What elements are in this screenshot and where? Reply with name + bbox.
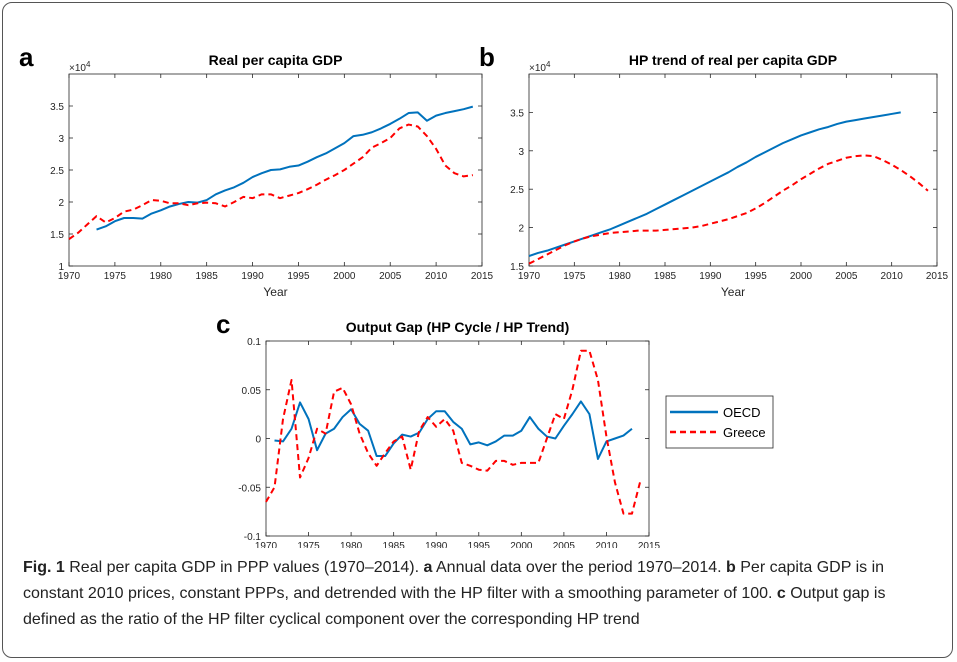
caption-text: Real per capita GDP in PPP values (1970–… [69, 559, 420, 576]
x-tick-label: 1975 [297, 541, 320, 548]
legend-label: OECD [723, 405, 761, 420]
y-tick-label: -0.05 [238, 483, 261, 494]
x-tick-label: 1990 [241, 271, 264, 282]
y-scale-base: ×10 [529, 63, 546, 74]
legend-box [665, 395, 774, 449]
legend-label: Greece [723, 425, 766, 440]
y-scale-label: ×104 [529, 60, 551, 74]
plot-area [265, 340, 650, 537]
x-tick-label: 1985 [654, 271, 677, 282]
x-tick-label: 2000 [510, 541, 533, 548]
series-line [528, 111, 901, 257]
x-tick-label: 1980 [609, 271, 632, 282]
series-line [528, 154, 929, 265]
x-tick-label: 1985 [196, 271, 219, 282]
x-tick-label: 1985 [383, 541, 406, 548]
x-tick-label: 2005 [553, 541, 576, 548]
caption: Fig. 1 Real per capita GDP in PPP values… [23, 555, 938, 633]
y-tick-label: 2.5 [510, 185, 524, 196]
y-scale-exponent: 4 [86, 60, 91, 69]
x-tick-label: 2015 [926, 271, 949, 282]
panel-label: c [216, 309, 230, 339]
caption-text: Per capita GDP is in constant 2010 price… [23, 559, 885, 602]
y-scale-exponent: 4 [546, 60, 551, 69]
x-tick-label: 1990 [699, 271, 722, 282]
x-tick-label: 2010 [595, 541, 618, 548]
x-axis-label: Year [721, 285, 745, 299]
x-tick-label: 2015 [638, 541, 661, 548]
x-tick-label: 1970 [58, 271, 81, 282]
chart-title: Real per capita GDP [209, 52, 343, 68]
y-tick-label: 2.5 [50, 166, 64, 177]
x-tick-label: 1975 [563, 271, 586, 282]
caption-text: Output gap is defined as the ratio of th… [23, 585, 886, 628]
series-line [274, 400, 633, 460]
x-tick-label: 1995 [468, 541, 491, 548]
x-tick-label: 2000 [790, 271, 813, 282]
x-tick-label: 1975 [104, 271, 127, 282]
y-tick-label: 0 [255, 435, 261, 446]
caption-label: Fig. 1 [23, 559, 65, 576]
x-tick-label: 1995 [287, 271, 310, 282]
x-tick-label: 2005 [835, 271, 858, 282]
series-line [68, 123, 473, 240]
y-tick-label: 1.5 [50, 230, 64, 241]
x-tick-label: 2005 [379, 271, 402, 282]
caption-letter: a [423, 559, 433, 576]
series-line [96, 105, 474, 231]
y-tick-label: 1 [58, 262, 64, 273]
x-axis-label: Year [263, 285, 287, 299]
y-tick-label: 2 [518, 224, 524, 235]
y-tick-label: 3 [518, 147, 524, 158]
x-tick-label: 2000 [333, 271, 356, 282]
y-tick-label: 1.5 [510, 262, 524, 273]
chart-title: Output Gap (HP Cycle / HP Trend) [346, 319, 570, 335]
y-tick-label: 2 [58, 198, 64, 209]
x-tick-label: 1995 [745, 271, 768, 282]
x-tick-label: 1970 [255, 541, 278, 548]
x-tick-label: 1980 [150, 271, 173, 282]
caption-letter: b [726, 559, 736, 576]
chart-title: HP trend of real per capita GDP [629, 52, 837, 68]
caption-text: Annual data over the period 1970–2014. [436, 559, 722, 576]
x-tick-label: 1970 [518, 271, 541, 282]
panel-label: b [479, 42, 495, 72]
y-tick-label: 0.1 [247, 337, 261, 348]
x-tick-label: 1990 [425, 541, 448, 548]
y-tick-label: 3 [58, 134, 64, 145]
y-scale-base: ×10 [69, 63, 86, 74]
x-tick-label: 2010 [425, 271, 448, 282]
series-line [265, 349, 642, 515]
x-tick-label: 1980 [340, 541, 363, 548]
caption-letter: c [776, 585, 786, 602]
y-tick-label: 0.05 [242, 386, 262, 397]
y-tick-label: -0.1 [244, 532, 262, 543]
y-tick-label: 3.5 [50, 102, 64, 113]
x-tick-label: 2015 [471, 271, 494, 282]
x-tick-label: 2010 [881, 271, 904, 282]
y-scale-label: ×104 [69, 60, 91, 74]
y-tick-label: 3.5 [510, 108, 524, 119]
panel-label: a [19, 42, 34, 72]
